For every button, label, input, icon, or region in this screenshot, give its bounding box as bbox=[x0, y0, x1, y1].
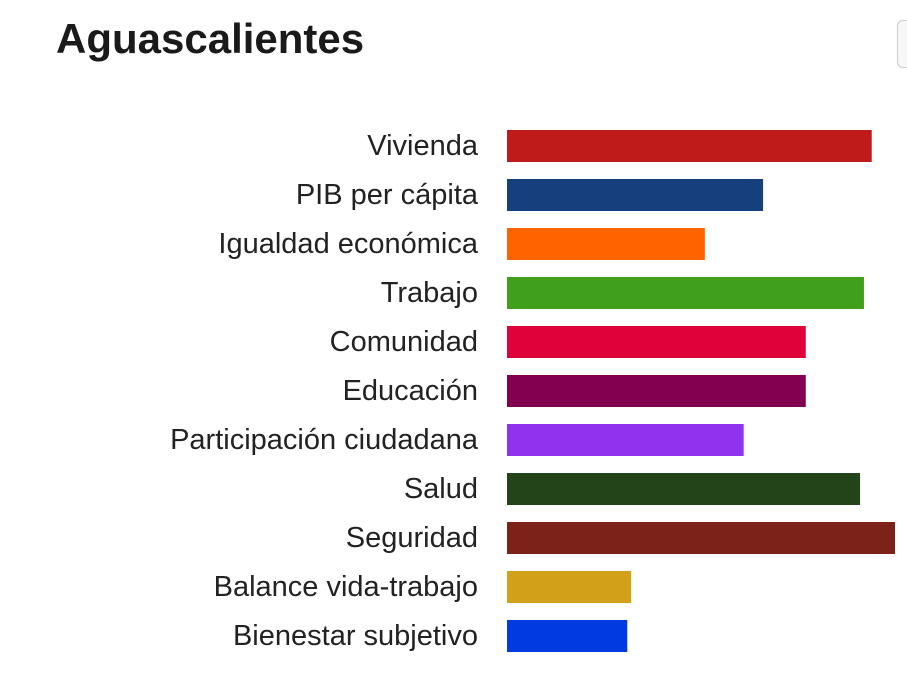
category-label-2: Igualdad económica bbox=[218, 228, 478, 260]
bar-5 bbox=[507, 375, 806, 407]
bar-7 bbox=[507, 473, 861, 505]
bar-2 bbox=[507, 228, 705, 260]
bar-4 bbox=[507, 326, 806, 358]
bar-10 bbox=[507, 620, 628, 652]
category-label-10: Bienestar subjetivo bbox=[233, 620, 478, 652]
bar-0 bbox=[507, 130, 872, 162]
category-label-1: PIB per cápita bbox=[296, 179, 479, 211]
category-label-4: Comunidad bbox=[330, 326, 478, 358]
category-label-6: Participación ciudadana bbox=[170, 424, 479, 456]
bar-1 bbox=[507, 179, 764, 211]
bar-3 bbox=[507, 277, 864, 309]
bar-6 bbox=[507, 424, 744, 456]
category-label-5: Educación bbox=[343, 375, 478, 407]
scroll-handle[interactable] bbox=[897, 20, 907, 68]
category-label-3: Trabajo bbox=[381, 277, 478, 309]
category-label-7: Salud bbox=[404, 473, 478, 505]
chart-title: Aguascalientes bbox=[56, 15, 365, 62]
category-label-9: Balance vida-trabajo bbox=[214, 571, 478, 603]
category-label-0: Vivienda bbox=[367, 130, 479, 162]
bar-8 bbox=[507, 522, 895, 554]
bar-9 bbox=[507, 571, 632, 603]
category-label-8: Seguridad bbox=[346, 522, 478, 554]
